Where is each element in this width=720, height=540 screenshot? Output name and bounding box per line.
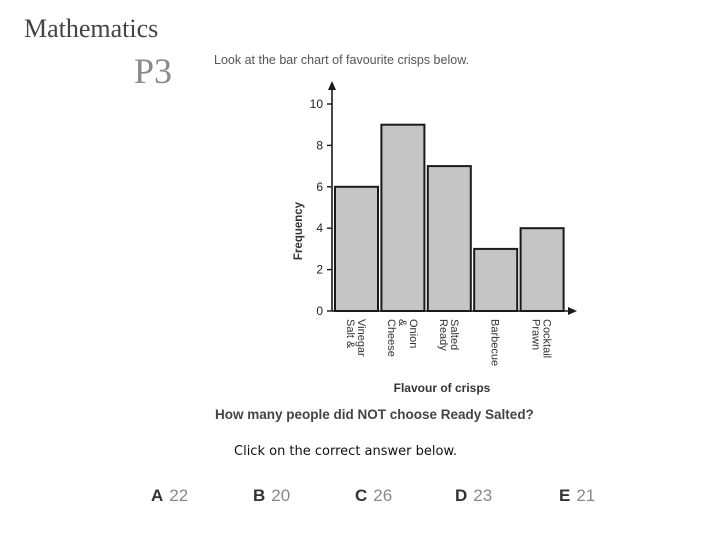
option-value: 22: [169, 486, 189, 505]
option-letter: A: [151, 486, 164, 505]
y-tick-label: 0: [316, 304, 323, 318]
option-letter: D: [455, 486, 468, 505]
bar: [519, 227, 565, 312]
bar-chart: 0 2 4 6 8 10 Frequency Salt & Vinegar Cheese & Onio…: [293, 81, 577, 395]
option-value: 20: [271, 486, 291, 505]
x-axis-title: Flavour of crisps: [394, 381, 491, 395]
level-label: P3: [134, 51, 173, 91]
instruction-text: Click on the correct answer below.: [234, 444, 458, 459]
y-axis-title: Frequency: [293, 201, 305, 260]
x-category-label: Cheese: [385, 319, 397, 357]
subject-title: Mathematics: [24, 14, 159, 43]
y-tick-label: 4: [316, 221, 323, 235]
question-text: How many people did NOT choose Ready Sal…: [215, 407, 534, 422]
y-tick-label: 2: [316, 263, 323, 277]
x-category-label: Vinegar: [355, 319, 367, 357]
option-value: 23: [473, 486, 493, 505]
x-category-label: Onion: [407, 319, 419, 348]
bar: [473, 247, 519, 312]
y-tick-label: 6: [316, 180, 323, 194]
answer-option-e[interactable]: E 21: [559, 486, 595, 506]
option-value: 26: [373, 486, 393, 505]
x-category-label: Ready: [437, 319, 449, 351]
bar: [426, 165, 472, 312]
option-letter: E: [559, 486, 571, 505]
y-tick-label: 10: [310, 97, 324, 111]
answer-option-c[interactable]: C 26: [355, 486, 392, 506]
x-category-label: Prawn: [530, 319, 542, 350]
option-value: 21: [576, 486, 596, 505]
answer-option-a[interactable]: A 22: [151, 486, 188, 506]
answer-option-d[interactable]: D 23: [455, 486, 492, 506]
option-letter: C: [355, 486, 368, 505]
option-letter: B: [253, 486, 266, 505]
question-prompt: Look at the bar chart of favourite crisp…: [214, 53, 469, 67]
x-category-label: Salt &: [344, 319, 356, 349]
x-category-label: Salted: [448, 319, 460, 350]
answer-option-b[interactable]: B 20: [253, 486, 290, 506]
bar: [380, 123, 426, 313]
x-axis-arrow: [568, 307, 577, 315]
x-category-label: &: [396, 319, 408, 327]
x-category-label: Barbecue: [489, 319, 501, 366]
bar: [334, 185, 379, 312]
y-tick-label: 8: [316, 138, 323, 152]
y-axis-arrow: [328, 81, 336, 90]
x-category-label: Cocktail: [541, 319, 553, 358]
